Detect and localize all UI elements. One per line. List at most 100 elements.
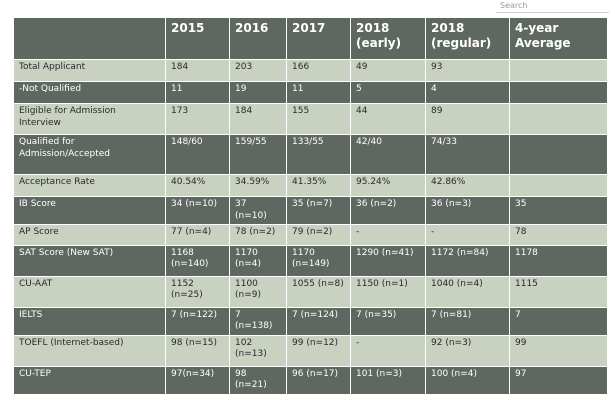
row-label-cell: IELTS [13,306,166,336]
row-label-cell: IB Score [13,196,166,226]
cell-2018-early: 36 (n=2) [350,196,426,226]
cell-2018-early: - [350,224,426,246]
row-label-cell: AP Score [13,224,166,246]
cell-2016: 159/55 [229,134,287,176]
cell-2018-regular: 100 (n=4) [425,365,510,396]
table-row: Qualified for Admission/Accepted 148/60 15… [13,134,608,176]
cell-2017: 41.35% [286,174,351,198]
cell-2015: 98 (n=15) [165,334,230,367]
row-label-cell: Total Applicant [13,58,166,83]
cell-4-year-average [509,81,608,105]
cell-4-year-average [509,103,608,136]
cell-2015: 173 [165,103,230,136]
cell-2015: 148/60 [165,134,230,176]
cell-2018-regular: 93 [425,58,510,83]
table-row: TOEFL (Internet-based) 98 (n=15) 102 (n=13… [13,334,608,367]
row-label-cell: Acceptance Rate [13,174,166,198]
table-row: Total Applicant 184 203 166 49 93 [13,58,608,83]
cell-2016: 7 (n=138) [229,306,287,336]
cell-2018-early: 101 (n=3) [350,365,426,396]
cell-2016: 98 (n=21) [229,365,287,396]
cell-2018-early: 7 (n=35) [350,306,426,336]
cell-2016: 1170 (n=4) [229,244,287,277]
header-cell-2018-early: 2018 (early) [350,17,426,60]
row-label-cell: SAT Score (New SAT) [13,244,166,277]
table-row: IELTS 7 (n=122) 7 (n=138) 7 (n=124) 7 (n=35)… [13,306,608,336]
table-body: Total Applicant 184 203 166 49 93 -Not Qualifi… [13,58,608,396]
cell-2015: 97(n=34) [165,365,230,396]
header-cell-blank [13,17,166,60]
row-label-cell: Qualified for Admission/Accepted [13,134,166,176]
cell-4-year-average: 1115 [509,275,608,308]
header-cell-2017: 2017 [286,17,351,60]
search-input[interactable]: Search [496,0,609,13]
header-cell-2015: 2015 [165,17,230,60]
cell-2017: 1055 (n=8) [286,275,351,308]
cell-4-year-average [509,134,608,176]
cell-2015: 184 [165,58,230,83]
row-label-cell: CU-TEP [13,365,166,396]
header-cell-2016: 2016 [229,17,287,60]
cell-2018-early: 1150 (n=1) [350,275,426,308]
cell-2018-regular: 36 (n=3) [425,196,510,226]
cell-2015: 1168 (n=140) [165,244,230,277]
admissions-statistics-table: 2015 2016 2017 2018 (early) 2018 (regula… [13,17,608,396]
table-row: -Not Qualified 11 19 11 5 4 [13,81,608,105]
row-label-cell: -Not Qualified [13,81,166,105]
table-row: IB Score 34 (n=10) 37 (n=10) 35 (n=7) 36 (n=… [13,196,608,226]
cell-2017: 1170 (n=149) [286,244,351,277]
cell-2017: 35 (n=7) [286,196,351,226]
cell-2017: 7 (n=124) [286,306,351,336]
cell-2018-regular: 4 [425,81,510,105]
cell-2017: 96 (n=17) [286,365,351,396]
cell-2015: 77 (n=4) [165,224,230,246]
cell-2018-regular: 7 (n=81) [425,306,510,336]
cell-2018-early: - [350,334,426,367]
table-row: AP Score 77 (n=4) 78 (n=2) 79 (n=2) - -78 [13,224,608,246]
header-cell-4-year-average: 4-year Average [509,17,608,60]
cell-2018-regular: - [425,224,510,246]
cell-2016: 203 [229,58,287,83]
table-row: CU-AAT 1152 (n=25) 1100 (n=9) 1055 (n=8) 115… [13,275,608,308]
cell-2015: 7 (n=122) [165,306,230,336]
row-label-cell: TOEFL (Internet-based) [13,334,166,367]
cell-2017: 133/55 [286,134,351,176]
cell-2017: 155 [286,103,351,136]
cell-4-year-average: 97 [509,365,608,396]
cell-2018-early: 44 [350,103,426,136]
cell-2018-early: 5 [350,81,426,105]
cell-2017: 79 (n=2) [286,224,351,246]
cell-2016: 34.59% [229,174,287,198]
cell-2015: 1152 (n=25) [165,275,230,308]
cell-2018-early: 42/40 [350,134,426,176]
cell-2016: 1100 (n=9) [229,275,287,308]
cell-2015: 40.54% [165,174,230,198]
cell-2016: 19 [229,81,287,105]
cell-4-year-average: 1178 [509,244,608,277]
cell-2018-early: 1290 (n=41) [350,244,426,277]
cell-2018-regular: 42.86% [425,174,510,198]
cell-2018-regular: 1040 (n=4) [425,275,510,308]
cell-4-year-average: 99 [509,334,608,367]
cell-2015: 34 (n=10) [165,196,230,226]
cell-2017: 11 [286,81,351,105]
cell-4-year-average [509,174,608,198]
cell-2017: 99 (n=12) [286,334,351,367]
table-header-row: 2015 2016 2017 2018 (early) 2018 (regula… [13,17,608,60]
cell-2018-early: 49 [350,58,426,83]
cell-2015: 11 [165,81,230,105]
cell-4-year-average: 35 [509,196,608,226]
cell-2018-regular: 92 (n=3) [425,334,510,367]
cell-2016: 184 [229,103,287,136]
row-label-cell: CU-AAT [13,275,166,308]
table-row: Eligible for Admission Interview 173 184 15… [13,103,608,136]
table-row: SAT Score (New SAT) 1168 (n=140) 1170 (n=4… [13,244,608,277]
table-row: CU-TEP 97(n=34) 98 (n=21) 96 (n=17) 101 (n=3… [13,365,608,396]
cell-2018-regular: 89 [425,103,510,136]
cell-4-year-average: 78 [509,224,608,246]
row-label-cell: Eligible for Admission Interview [13,103,166,136]
cell-2016: 102 (n=13) [229,334,287,367]
cell-4-year-average: 7 [509,306,608,336]
cell-2018-regular: 1172 (n=84) [425,244,510,277]
header-cell-2018-regular: 2018 (regular) [425,17,510,60]
